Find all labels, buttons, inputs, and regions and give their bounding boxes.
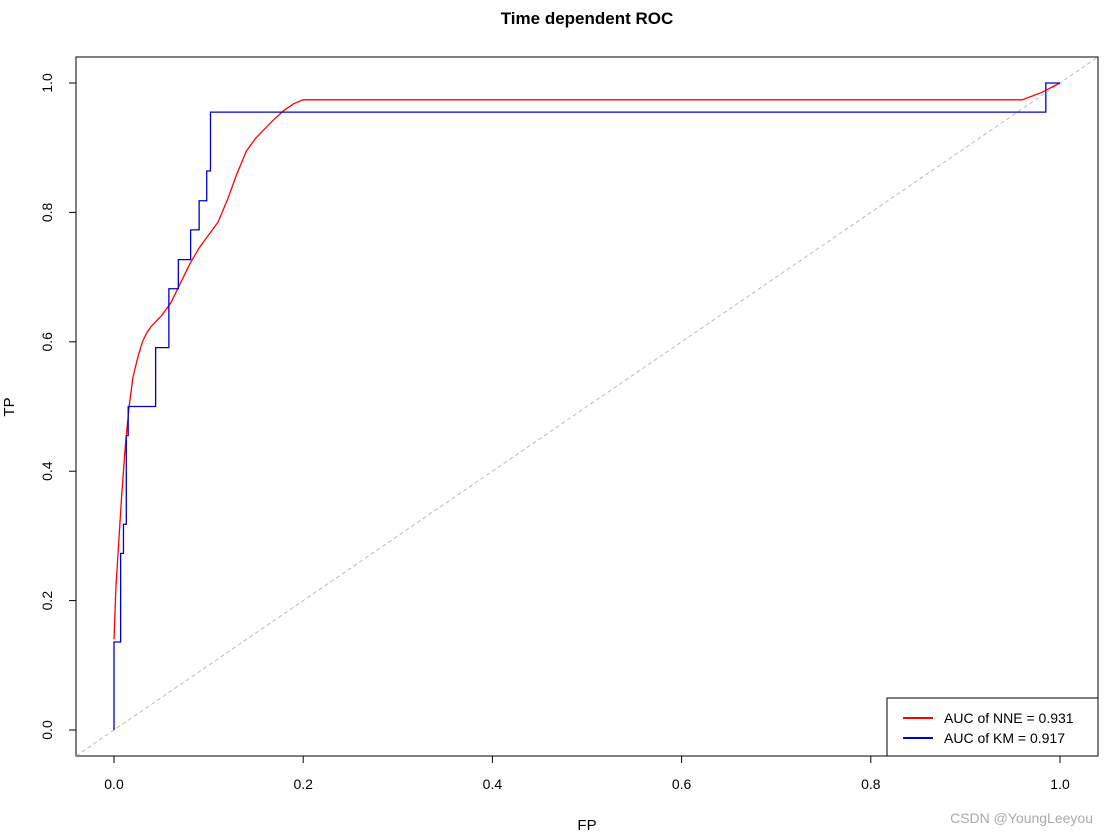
legend: AUC of NNE = 0.931 AUC of KM = 0.917 <box>886 697 1099 757</box>
chart-title: Time dependent ROC <box>501 9 674 28</box>
legend-box <box>886 697 1099 757</box>
x-tick-label: 0.6 <box>672 776 692 792</box>
series-line-km <box>113 82 1060 730</box>
series-line-nne <box>113 82 1061 640</box>
x-axis-label: FP <box>577 817 596 834</box>
y-axis: 0.0 0.2 0.4 0.6 0.8 1.0 <box>39 73 77 740</box>
x-tick-label: 0.2 <box>293 776 313 792</box>
x-tick-label: 0.0 <box>104 776 124 792</box>
x-tick-label: 0.4 <box>483 776 503 792</box>
plot-area <box>75 56 1099 757</box>
y-tick-label: 1.0 <box>39 73 55 93</box>
reference-diagonal <box>75 56 1099 757</box>
watermark: CSDN @YoungLeeyou <box>950 810 1093 826</box>
x-tick-label: 0.8 <box>861 776 881 792</box>
y-axis-label: TP <box>1 397 18 416</box>
y-tick-label: 0.0 <box>39 720 55 740</box>
y-tick-label: 0.2 <box>39 591 55 611</box>
x-axis: 0.0 0.2 0.4 0.6 0.8 1.0 <box>104 755 1070 792</box>
x-tick-label: 1.0 <box>1050 776 1070 792</box>
y-tick-label: 0.4 <box>39 461 55 481</box>
y-tick-label: 0.6 <box>39 332 55 352</box>
y-tick-label: 0.8 <box>39 202 55 222</box>
legend-label: AUC of KM = 0.917 <box>944 730 1065 746</box>
legend-label: AUC of NNE = 0.931 <box>944 710 1074 726</box>
